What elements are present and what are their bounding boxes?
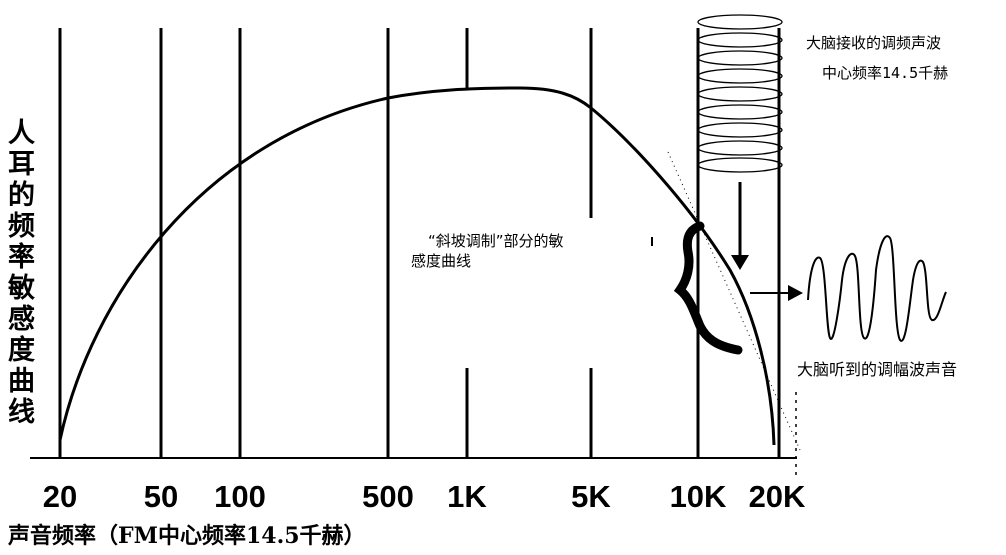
curly-brace-icon bbox=[673, 221, 743, 355]
fm-carrier-coil-icon bbox=[697, 14, 783, 173]
x-tick-20: 20 bbox=[42, 479, 78, 514]
down-arrow-icon bbox=[731, 182, 749, 270]
x-axis-label: 声音频率（FM中心频率14.5千赫） bbox=[8, 523, 366, 549]
carrier-annotation-line1: 大脑接收的调频声波 bbox=[806, 34, 942, 52]
x-tick-20k: 20K bbox=[748, 479, 806, 514]
x-tick-50: 50 bbox=[143, 479, 179, 514]
y-axis-label: 人耳的频率敏感度曲线 bbox=[8, 118, 35, 428]
sensitivity-curve bbox=[58, 86, 776, 446]
x-tick-500: 500 bbox=[362, 479, 414, 514]
x-tick-5k: 5K bbox=[571, 479, 611, 514]
output-annotation: 大脑听到的调幅波声音 bbox=[797, 360, 958, 379]
x-tick-1k: 1K bbox=[447, 479, 487, 514]
carrier-annotation-line2: 中心频率14.5千赫 bbox=[822, 64, 949, 82]
x-tick-10k: 10K bbox=[669, 479, 727, 514]
slope-annotation-line2: 感度曲线 bbox=[411, 252, 472, 270]
x-tick-100: 100 bbox=[214, 479, 266, 514]
am-wave-icon bbox=[807, 235, 947, 342]
slope-annotation-line1: “斜坡调制”部分的敏 bbox=[428, 232, 564, 250]
right-arrow-icon bbox=[750, 285, 803, 301]
